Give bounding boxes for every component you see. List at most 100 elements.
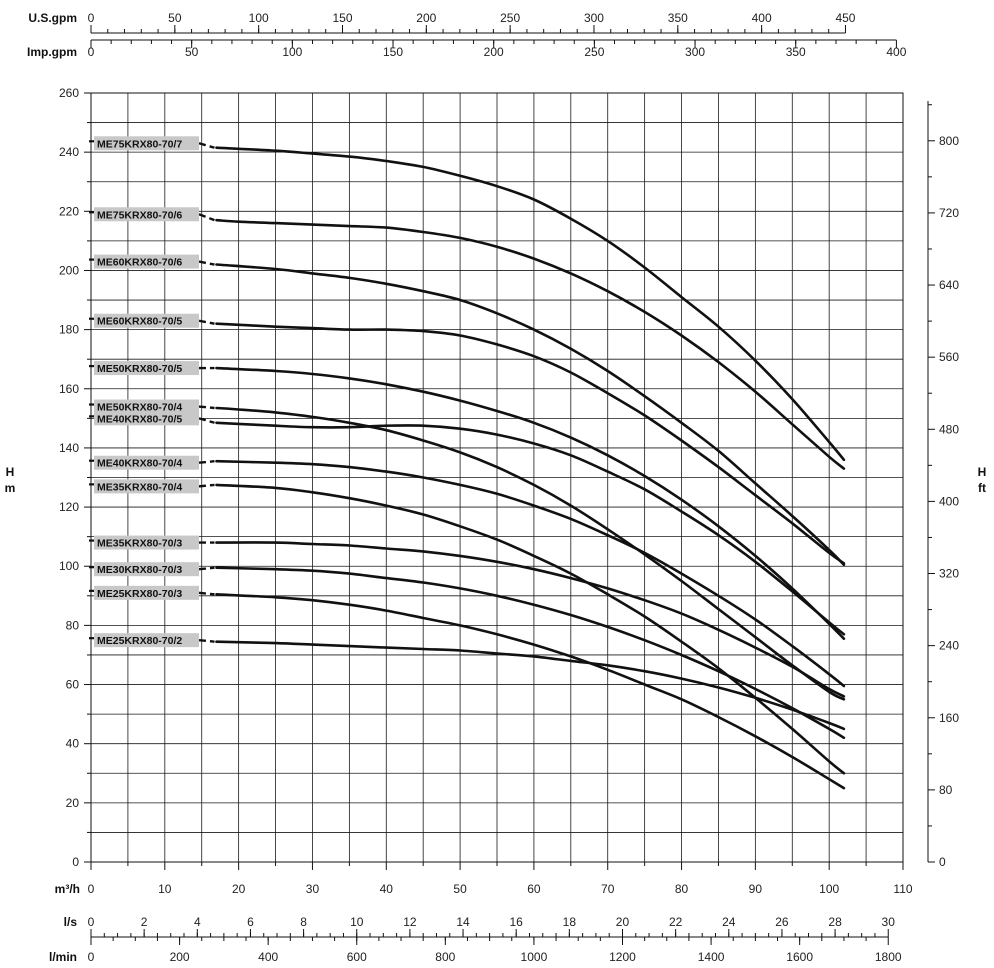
left-axis-tick-label: 260 (59, 86, 79, 100)
pump-curve (215, 566, 846, 740)
curve-label-leader (198, 417, 215, 424)
pump-curve (215, 366, 846, 640)
pump-curve (215, 263, 846, 567)
curve-label: ME60KRX80-70/5 (97, 316, 182, 328)
bottom-ls-tick-label: 2 (141, 915, 148, 929)
bottom-lmin-tick-label: 200 (170, 950, 190, 964)
left-axis-tick-label: 140 (59, 441, 79, 455)
bottom-ls-tick-label: 16 (510, 915, 524, 929)
bottom-m3h-tick-label: 110 (893, 882, 912, 896)
curve-label-background (94, 562, 199, 577)
bottom-m3h-tick-label: 50 (453, 882, 467, 896)
bottom-ls-tick-label: 18 (563, 915, 577, 929)
top-usgpm-tick-label: 400 (752, 11, 772, 25)
top-usgpm-tick-label: 350 (668, 11, 688, 25)
curve-label-background (94, 313, 199, 328)
bottom-ls-tick-label: 14 (456, 915, 470, 929)
curve-label: ME35KRX80-70/4 (97, 481, 182, 493)
curve-label-background (94, 207, 199, 222)
curve-label-background (94, 479, 199, 494)
curve-label-leader (198, 142, 215, 149)
curve-label-background (94, 535, 199, 550)
left-axis-label-h: H (6, 465, 15, 479)
left-axis-tick-label: 220 (59, 204, 79, 218)
curve-label-background (94, 361, 199, 376)
curve-label: ME25KRX80-70/2 (97, 635, 182, 647)
curve-label: ME75KRX80-70/6 (97, 209, 182, 221)
bottom-lmin-tick-label: 0 (88, 950, 95, 964)
curve-label-background (94, 633, 199, 648)
left-axis-tick-label: 200 (59, 263, 79, 277)
pump-curve (215, 483, 846, 775)
bottom-lmin-tick-label: 1000 (521, 950, 548, 964)
top-impgpm-axis-label: Imp.gpm (27, 45, 77, 59)
top-usgpm-tick-label: 200 (416, 11, 436, 25)
axes: 0204060801001201401601802002202402600801… (59, 11, 959, 964)
bottom-m3h-tick-label: 40 (380, 882, 394, 896)
bottom-ls-axis-label: l/s (64, 915, 78, 929)
right-axis-tick-label: 80 (939, 783, 953, 797)
top-impgpm-tick-label: 150 (383, 45, 403, 59)
curve-label: ME40KRX80-70/5 (97, 413, 182, 425)
top-impgpm-tick-label: 400 (886, 45, 906, 59)
curve-label-leader (198, 483, 215, 488)
curve-label-background (94, 585, 199, 600)
pump-curve (215, 421, 846, 636)
grid (91, 93, 903, 862)
curve-label-leader (198, 460, 215, 464)
bottom-lmin-tick-label: 1200 (609, 950, 636, 964)
curve-label: ME60KRX80-70/6 (97, 257, 182, 269)
top-impgpm-tick-label: 300 (685, 45, 705, 59)
curve-label: ME35KRX80-70/3 (97, 538, 182, 550)
bottom-ls-tick-label: 10 (350, 915, 364, 929)
curve-label: ME30KRX80-70/3 (97, 564, 182, 576)
right-axis-tick-label: 160 (939, 711, 959, 725)
right-axis-tick-label: 480 (939, 422, 959, 436)
bottom-m3h-tick-label: 0 (88, 882, 95, 896)
left-axis-tick-label: 60 (66, 678, 80, 692)
bottom-m3h-tick-label: 70 (601, 882, 615, 896)
left-axis-tick-label: 120 (59, 500, 79, 514)
curve-labels: ME75KRX80-70/7 ME75KRX80-70/6 ME60KRX80-70… (89, 136, 215, 648)
bottom-lmin-axis-label: l/min (49, 950, 77, 964)
top-usgpm-tick-label: 450 (835, 11, 855, 25)
top-usgpm-axis-label: U.S.gpm (28, 11, 77, 25)
pump-curve (215, 640, 846, 731)
pump-curve (215, 406, 846, 701)
top-impgpm-tick-label: 0 (88, 45, 95, 59)
curve-label-background (94, 254, 199, 269)
top-usgpm-tick-label: 50 (168, 11, 182, 25)
right-axis-tick-label: 640 (939, 278, 959, 292)
curve-label: ME50KRX80-70/5 (97, 363, 182, 375)
bottom-ls-tick-label: 28 (828, 915, 842, 929)
curve-label-leader (198, 638, 215, 643)
curve-label-background (94, 399, 199, 414)
bottom-ls-tick-label: 30 (882, 915, 896, 929)
bottom-lmin-tick-label: 600 (347, 950, 367, 964)
curve-label-leader (198, 319, 215, 325)
curve-label-leader (198, 591, 215, 596)
left-axis-tick-label: 20 (66, 796, 80, 810)
right-axis-tick-label: 240 (939, 639, 959, 653)
bottom-m3h-tick-label: 30 (306, 882, 320, 896)
curve-label: ME75KRX80-70/7 (97, 138, 182, 150)
pump-curve (215, 541, 846, 698)
top-usgpm-tick-label: 250 (500, 11, 520, 25)
right-axis-tick-label: 0 (939, 855, 946, 869)
left-axis-tick-label: 100 (59, 559, 79, 573)
top-impgpm-tick-label: 50 (185, 45, 199, 59)
left-axis-tick-label: 160 (59, 382, 79, 396)
pump-curve (215, 322, 846, 565)
bottom-ls-tick-label: 12 (403, 915, 417, 929)
pump-curve (215, 593, 846, 790)
right-axis-tick-label: 400 (939, 494, 959, 508)
pump-curve (215, 459, 846, 688)
bottom-ls-tick-label: 24 (722, 915, 736, 929)
bottom-m3h-axis-label: m³/h (55, 882, 80, 896)
bottom-ls-tick-label: 4 (194, 915, 201, 929)
right-axis-tick-label: 560 (939, 350, 959, 364)
top-usgpm-tick-label: 100 (249, 11, 269, 25)
top-impgpm-tick-label: 350 (786, 45, 806, 59)
right-axis-label-ft: ft (978, 481, 986, 495)
